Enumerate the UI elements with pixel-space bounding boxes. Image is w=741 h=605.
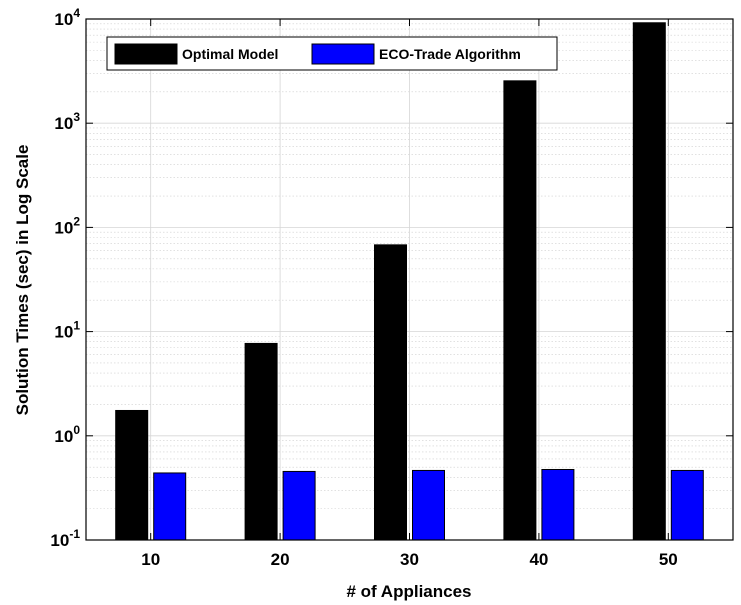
y-axis-label: Solution Times (sec) in Log Scale (13, 145, 32, 416)
x-tick-label-40: 40 (529, 550, 548, 569)
y-tick-label: 100 (54, 423, 80, 446)
y-tick-label: 103 (54, 110, 80, 133)
bar-optimal-model-10 (115, 409, 149, 541)
x-tick-label-50: 50 (659, 550, 678, 569)
bar-eco-trade-50 (670, 469, 704, 541)
bars (115, 22, 704, 541)
legend-swatch-eco-trade (311, 43, 375, 65)
legend-label-optimal-model: Optimal Model (182, 46, 278, 62)
x-tick-label-10: 10 (141, 550, 160, 569)
legend: Optimal Model ECO-Trade Algorithm (106, 36, 558, 71)
x-tick-label-20: 20 (271, 550, 290, 569)
x-tick-label-30: 30 (400, 550, 419, 569)
x-axis-label: # of Appliances (346, 582, 471, 601)
bar-optimal-model-50 (632, 22, 666, 541)
minor-gridlines (86, 23, 733, 509)
bar-optimal-model-40 (503, 80, 537, 541)
bar-optimal-model-30 (374, 244, 407, 541)
y-tick-label: 10-1 (50, 527, 80, 550)
y-tick-label: 102 (54, 214, 80, 237)
bar-eco-trade-40 (541, 468, 575, 541)
x-axis-ticks: 10 20 30 40 50 (141, 19, 678, 569)
bar-eco-trade-10 (153, 472, 187, 541)
y-tick-label: 104 (54, 6, 80, 29)
bar-optimal-model-20 (244, 342, 278, 541)
bar-eco-trade-20 (282, 470, 316, 541)
bar-eco-trade-30 (412, 469, 445, 541)
legend-swatch-optimal-model (114, 43, 178, 65)
legend-label-eco-trade: ECO-Trade Algorithm (379, 46, 521, 62)
y-axis-ticks: 10-1 100 101 102 103 104 (50, 6, 733, 550)
y-tick-label: 101 (54, 319, 80, 342)
